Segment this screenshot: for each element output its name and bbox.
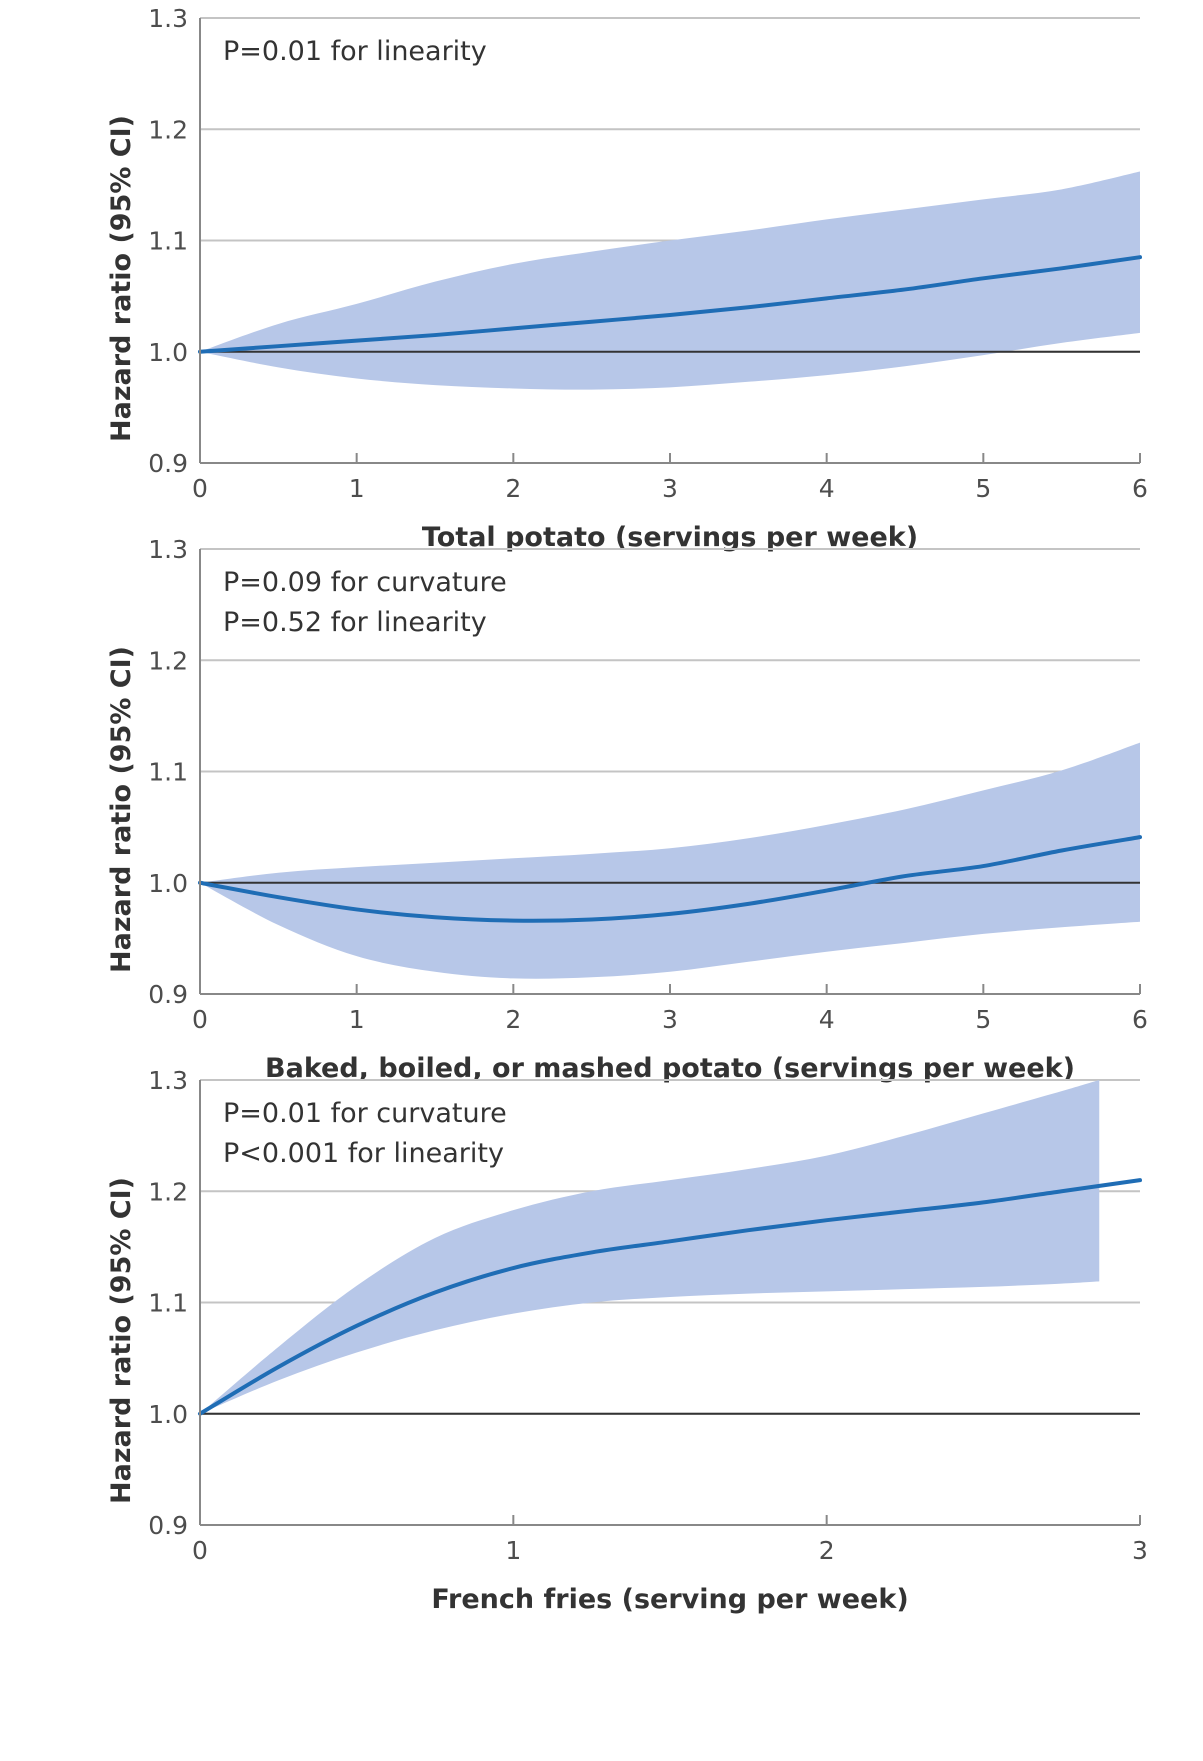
y-tick-label: 1.0	[148, 1400, 188, 1429]
y-tick-label: 1.3	[148, 4, 188, 33]
x-tick-label: 4	[819, 1005, 835, 1034]
hazard-ratio-line	[198, 255, 1142, 354]
hazard-ratio-line	[198, 835, 1142, 923]
y-tick-label: 0.9	[148, 1511, 188, 1540]
x-tick-label: 0	[192, 1005, 208, 1034]
x-tick-label: 3	[662, 474, 678, 503]
p-value-annotation: P=0.52 for linearity	[223, 607, 487, 638]
chart-svg: 0.9 1.0 1.1 1.2 1.3 0 1 2 3 French fries (serving…	[106, 1066, 1148, 1615]
p-value-annotation: P<0.001 for linearity	[223, 1138, 504, 1169]
chart-svg: 0.9 1.0 1.1 1.2 1.3 0 1 2 3 4 5 6 Baked, boiled, or …	[106, 535, 1148, 1084]
y-tick-label: 1.3	[148, 535, 188, 564]
p-value-annotation: P=0.01 for linearity	[223, 36, 487, 67]
chart-panel-french-fries: 0.9 1.0 1.1 1.2 1.3 0 1 2 3 French fries (serving…	[0, 1062, 1203, 1649]
y-tick-label: 1.3	[148, 1066, 188, 1095]
x-tick-label: 0	[192, 474, 208, 503]
x-tick-label: 0	[192, 1536, 208, 1565]
y-tick-label: 1.2	[148, 115, 188, 144]
chart-svg: 0.9 1.0 1.1 1.2 1.3 0 1 2 3 4 5 6 Total potato (serv…	[106, 4, 1148, 553]
x-tick-label: 1	[505, 1536, 521, 1565]
x-axis-label: Total potato (servings per week)	[422, 522, 918, 553]
x-tick-label: 2	[505, 1005, 521, 1034]
y-axis-label: Hazard ratio (95% CI)	[106, 115, 137, 442]
x-tick-label: 1	[349, 1005, 365, 1034]
x-tick-label: 5	[975, 1005, 991, 1034]
x-tick-label: 3	[1132, 1536, 1148, 1565]
x-axis-label: Baked, boiled, or mashed potato (serving…	[265, 1053, 1075, 1084]
y-tick-label: 1.0	[148, 338, 188, 367]
y-tick-label: 1.2	[148, 1177, 188, 1206]
y-tick-label: 1.1	[148, 758, 188, 787]
x-tick-label: 6	[1132, 1005, 1148, 1034]
p-value-annotation: P=0.09 for curvature	[223, 567, 507, 598]
hazard-ratio-line	[198, 1178, 1142, 1416]
x-tick-label: 6	[1132, 474, 1148, 503]
p-value-annotation: P=0.01 for curvature	[223, 1098, 507, 1129]
y-tick-label: 1.1	[148, 1289, 188, 1318]
chart-panel-total-potato: 0.9 1.0 1.1 1.2 1.3 0 1 2 3 4 5 6 Total potato (serv…	[0, 0, 1203, 587]
x-axis-label: French fries (serving per week)	[431, 1584, 908, 1615]
x-tick-label: 2	[505, 474, 521, 503]
y-tick-label: 1.1	[148, 227, 188, 256]
y-tick-label: 1.2	[148, 646, 188, 675]
confidence-band	[200, 1080, 1100, 1414]
x-tick-label: 2	[819, 1536, 835, 1565]
y-tick-label: 1.0	[148, 869, 188, 898]
y-axis-label: Hazard ratio (95% CI)	[106, 646, 137, 973]
x-tick-label: 3	[662, 1005, 678, 1034]
x-tick-label: 5	[975, 474, 991, 503]
y-axis-label: Hazard ratio (95% CI)	[106, 1177, 137, 1504]
x-tick-label: 1	[349, 474, 365, 503]
chart-panel-baked-boiled-mashed: 0.9 1.0 1.1 1.2 1.3 0 1 2 3 4 5 6 Baked, boiled, or …	[0, 531, 1203, 1118]
y-tick-label: 0.9	[148, 980, 188, 1009]
confidence-band	[200, 742, 1140, 979]
x-tick-label: 4	[819, 474, 835, 503]
y-tick-label: 0.9	[148, 449, 188, 478]
confidence-band	[200, 171, 1140, 390]
